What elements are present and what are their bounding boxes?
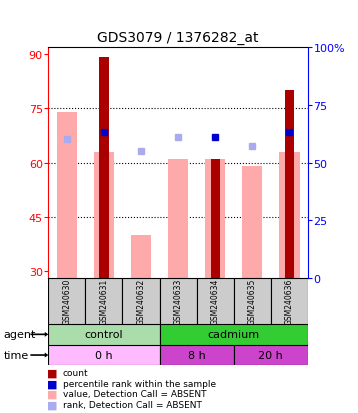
Bar — [86, 279, 122, 324]
Text: control: control — [84, 330, 123, 339]
Text: percentile rank within the sample: percentile rank within the sample — [63, 379, 216, 388]
Bar — [279, 152, 300, 279]
Text: ■: ■ — [47, 389, 57, 399]
Bar — [131, 235, 151, 279]
Bar — [48, 324, 160, 345]
Bar — [285, 91, 294, 279]
Text: GSM240631: GSM240631 — [100, 278, 108, 325]
Bar — [205, 159, 226, 279]
Text: agent: agent — [4, 330, 36, 339]
Bar — [242, 167, 262, 279]
Text: 8 h: 8 h — [188, 350, 205, 360]
Text: count: count — [63, 368, 88, 377]
Text: GSM240632: GSM240632 — [136, 278, 145, 325]
Text: rank, Detection Call = ABSENT: rank, Detection Call = ABSENT — [63, 400, 202, 409]
Bar — [99, 58, 108, 279]
Bar — [168, 159, 188, 279]
Bar — [57, 113, 77, 279]
Text: 0 h: 0 h — [95, 350, 113, 360]
Title: GDS3079 / 1376282_at: GDS3079 / 1376282_at — [97, 31, 259, 45]
Text: cadmium: cadmium — [208, 330, 260, 339]
Text: time: time — [4, 350, 29, 360]
Bar — [197, 279, 234, 324]
Bar — [160, 324, 308, 345]
Bar — [94, 152, 114, 279]
Bar — [160, 345, 234, 366]
Bar — [211, 159, 220, 279]
Bar — [234, 279, 271, 324]
Bar — [160, 279, 197, 324]
Text: GSM240636: GSM240636 — [285, 278, 294, 325]
Bar — [271, 279, 308, 324]
Text: ■: ■ — [47, 368, 57, 377]
Text: GSM240633: GSM240633 — [174, 278, 183, 325]
Bar — [122, 279, 160, 324]
Bar — [234, 345, 308, 366]
Text: ■: ■ — [47, 400, 57, 410]
Text: 20 h: 20 h — [258, 350, 283, 360]
Text: value, Detection Call = ABSENT: value, Detection Call = ABSENT — [63, 389, 206, 399]
Text: ■: ■ — [47, 378, 57, 388]
Text: GSM240630: GSM240630 — [62, 278, 71, 325]
Bar — [48, 345, 160, 366]
Bar — [48, 279, 86, 324]
Text: GSM240634: GSM240634 — [211, 278, 220, 325]
Text: GSM240635: GSM240635 — [248, 278, 257, 325]
